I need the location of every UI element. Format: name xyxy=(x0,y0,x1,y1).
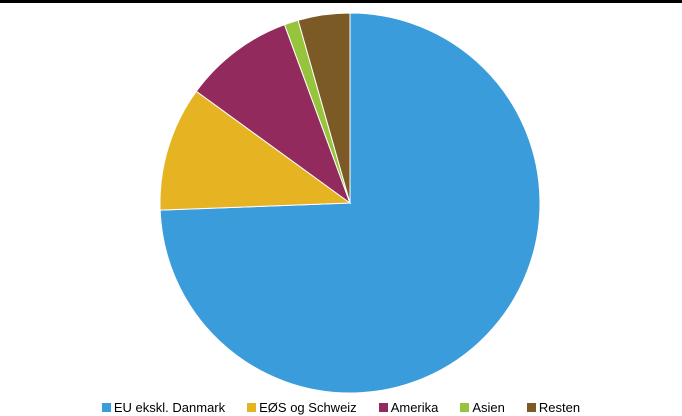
legend-item-2: EØS og Schweiz xyxy=(247,399,357,416)
legend-label: Amerika xyxy=(390,400,439,415)
legend-item-4: Asien xyxy=(460,399,505,416)
legend-swatch xyxy=(460,403,470,412)
legend-swatch xyxy=(378,403,388,412)
pie-slice-5 xyxy=(297,12,351,204)
legend-item-1: EU ekskl. Danmark xyxy=(101,399,226,416)
legend-item-3: Amerika xyxy=(378,399,439,416)
legend-label: Asien xyxy=(472,400,505,415)
legend-label: EU ekskl. Danmark xyxy=(113,400,226,415)
pie-slice-2 xyxy=(159,90,352,211)
top-rule xyxy=(0,0,682,3)
legend: EU ekskl. Danmark EØS og Schweiz Amerika As… xyxy=(0,399,682,416)
pie-chart xyxy=(159,12,541,394)
legend-label: EØS og Schweiz xyxy=(259,400,357,415)
legend-swatch xyxy=(101,403,111,412)
pie-slice-3 xyxy=(195,23,352,205)
legend-item-5: Resten xyxy=(526,399,581,416)
legend-label: Resten xyxy=(538,400,581,415)
legend-swatch xyxy=(247,403,257,412)
legend-swatch xyxy=(526,403,536,412)
